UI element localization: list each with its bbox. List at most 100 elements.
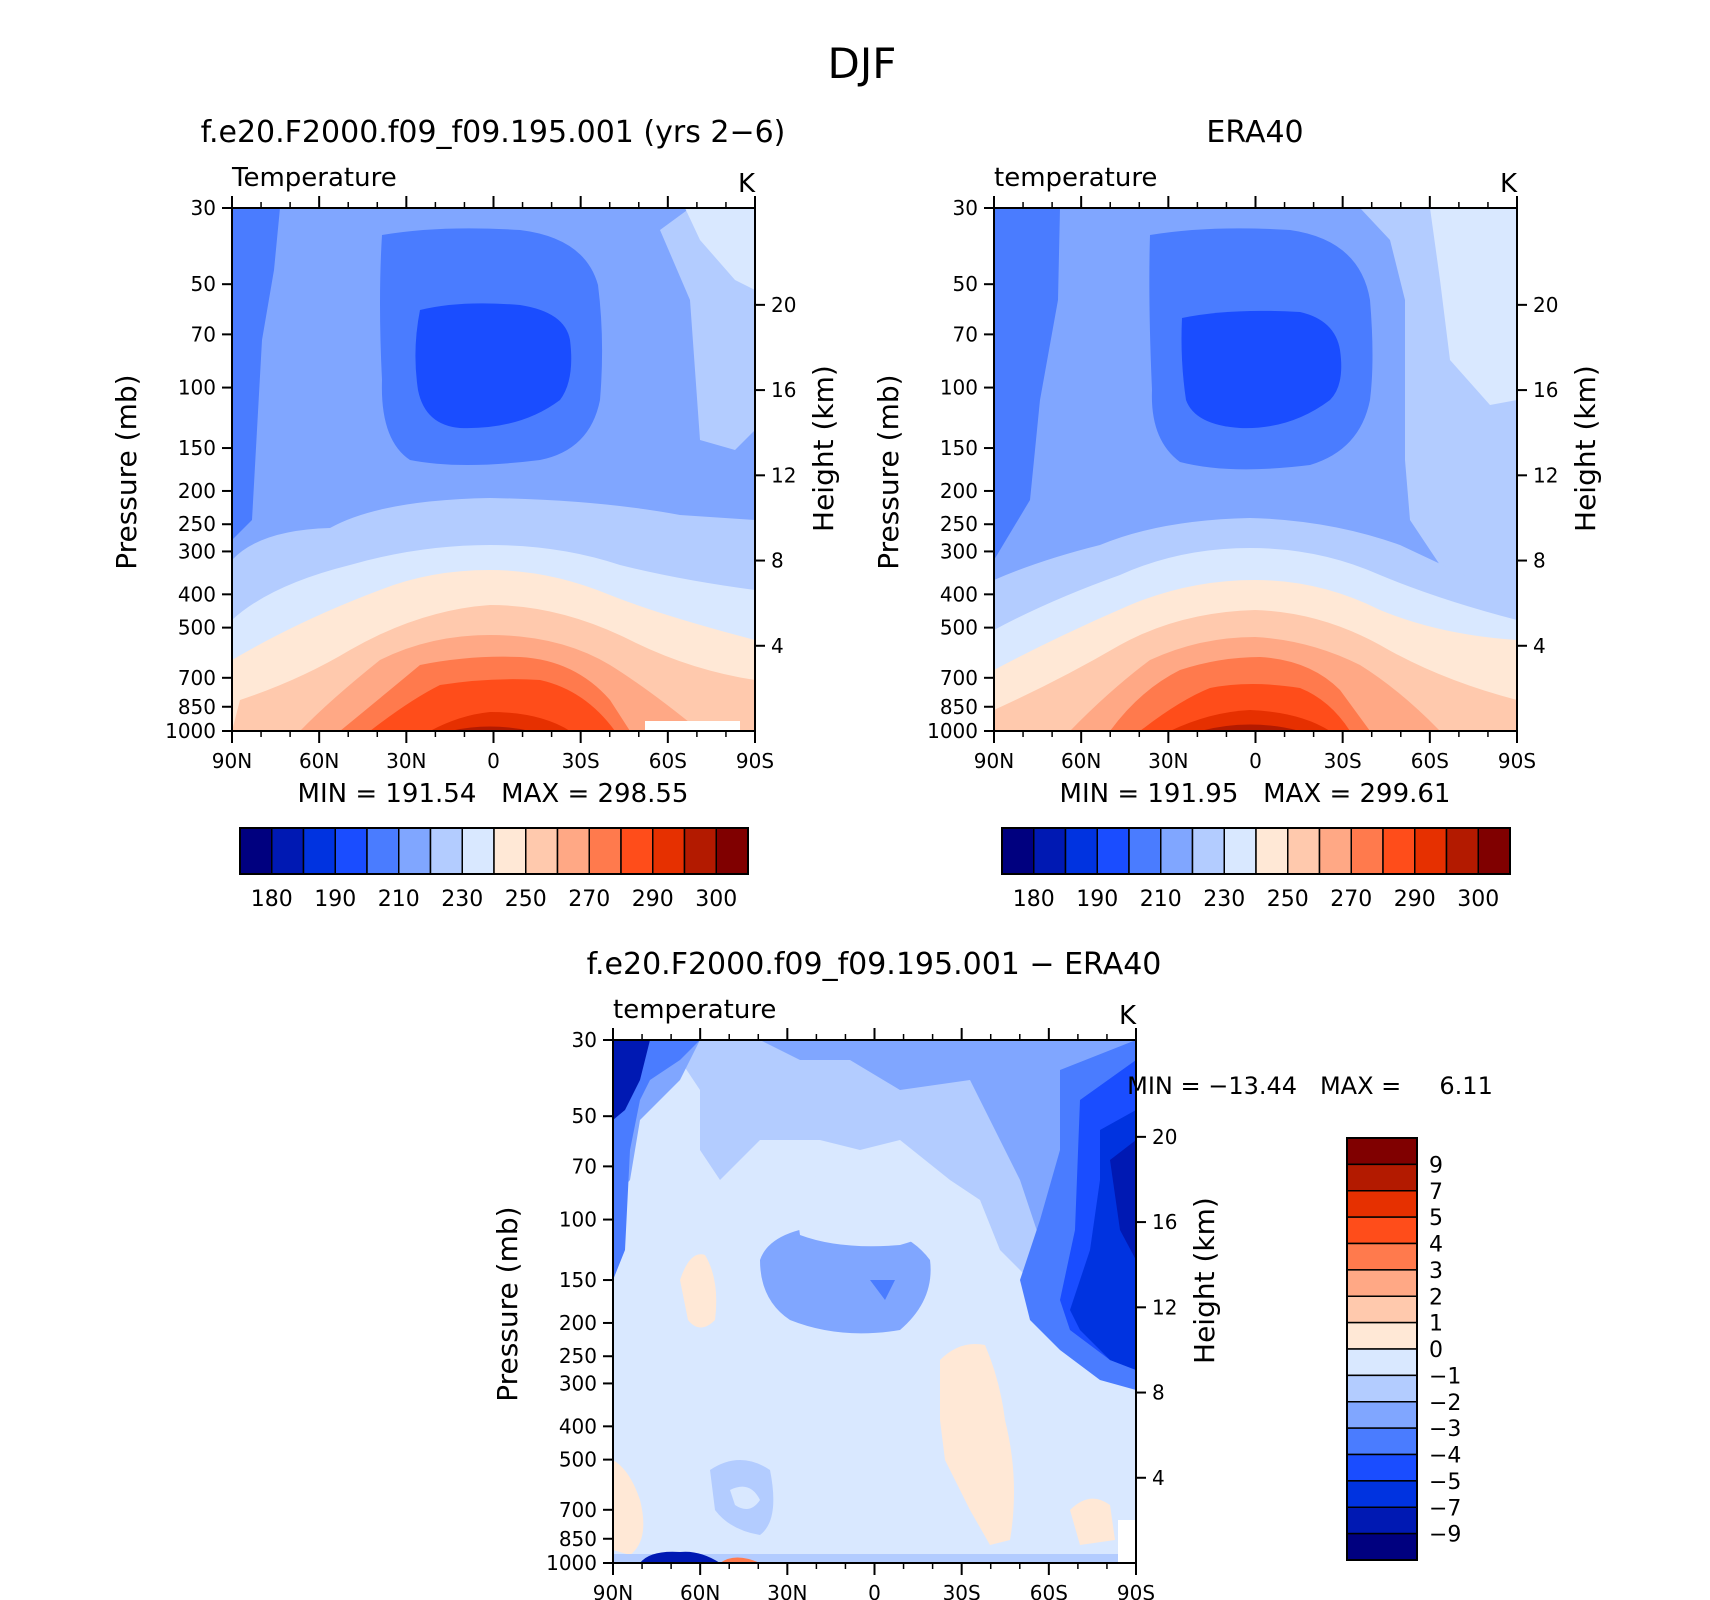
panel-model-units: K [738, 169, 756, 199]
colorbar-label: 210 [1140, 887, 1182, 912]
colorbar-swatch [1350, 827, 1384, 875]
lat-tick-label: 90S [1498, 749, 1536, 773]
y-axis-label-pressure: Pressure (mb) [110, 374, 143, 569]
colorbar-swatch [1318, 827, 1352, 875]
colorbar-swatch [1346, 1137, 1418, 1166]
lat-tick-label: 30S [943, 1581, 981, 1600]
pressure-tick-label: 50 [572, 1104, 597, 1128]
colorbar-label: 290 [632, 887, 674, 912]
colorbar-label: 300 [695, 887, 737, 912]
colorbar-label: 230 [441, 887, 483, 912]
colorbar-swatch [1033, 827, 1067, 875]
y-axis-label-pressure: Pressure (mb) [872, 374, 905, 569]
pressure-tick-label: 200 [940, 479, 978, 503]
pressure-tick-label: 100 [940, 376, 978, 400]
colorbar-swatch [556, 827, 590, 875]
colorbar-swatch [271, 827, 305, 875]
panel-era40: ERA40 temperature K 30507010015020025030… [872, 115, 1602, 912]
y-axis-label-pressure: Pressure (mb) [491, 1206, 524, 1401]
colorbar-label: 1 [1429, 1312, 1443, 1337]
lat-tick-label: 60N [299, 749, 339, 773]
colorbar-swatch [1346, 1374, 1418, 1403]
colorbar-label: 230 [1203, 887, 1245, 912]
lat-tick-label: 90S [736, 749, 774, 773]
panel-difference-units: K [1119, 1001, 1137, 1031]
colorbar-swatch [1346, 1453, 1418, 1482]
pressure-tick-label: 700 [559, 1498, 597, 1522]
colorbar-label: −5 [1429, 1470, 1461, 1495]
height-tick-label: 20 [771, 293, 796, 317]
colorbar-swatch [398, 827, 432, 875]
pressure-tick-label: 400 [559, 1414, 597, 1438]
panel-model-plot [232, 208, 755, 731]
lat-tick-label: 30S [1324, 749, 1362, 773]
colorbar-label: 0 [1429, 1338, 1443, 1363]
pressure-tick-label: 150 [940, 436, 978, 460]
colorbar-label: 190 [314, 887, 356, 912]
colorbar-swatch [493, 827, 527, 875]
lat-tick-label: 0 [868, 1581, 881, 1600]
colorbar-label: 2 [1429, 1285, 1443, 1310]
colorbar-swatch [1255, 827, 1289, 875]
height-tick-label: 12 [1533, 463, 1558, 487]
panel-model: f.e20.F2000.f09_f09.195.001 (yrs 2−6) Te… [110, 115, 840, 912]
lat-tick-label: 0 [1249, 749, 1262, 773]
colorbar-label: −9 [1429, 1523, 1461, 1548]
colorbar-label: −3 [1429, 1417, 1461, 1442]
lat-tick-label: 90N [212, 749, 252, 773]
height-tick-label: 20 [1533, 293, 1558, 317]
pressure-tick-label: 1000 [165, 719, 216, 743]
colorbar-label: 290 [1394, 887, 1436, 912]
colorbar-label: −1 [1429, 1364, 1461, 1389]
colorbar-swatch [652, 827, 686, 875]
colorbar-swatch [366, 827, 400, 875]
colorbar-label: 180 [1013, 887, 1055, 912]
colorbar-swatch [1346, 1163, 1418, 1192]
figure-title: DJF [828, 39, 897, 88]
pressure-tick-label: 300 [178, 539, 216, 563]
lat-tick-label: 30N [767, 1581, 807, 1600]
lat-tick-label: 60S [649, 749, 687, 773]
pressure-tick-label: 70 [953, 322, 978, 346]
colorbar-swatch [1346, 1401, 1418, 1429]
panel-model-stats: MIN = 191.54 MAX = 298.55 [298, 779, 689, 809]
pressure-tick-label: 70 [572, 1154, 597, 1178]
colorbar-label: 270 [1330, 887, 1372, 912]
y-axis-label-height: Height (km) [1569, 365, 1602, 532]
pressure-tick-label: 1000 [927, 719, 978, 743]
y-axis-label-height: Height (km) [1188, 1197, 1221, 1364]
colorbar-swatch [1223, 827, 1257, 875]
colorbar-label: 3 [1429, 1259, 1443, 1284]
colorbar-frame [239, 827, 749, 875]
panel-model-title: f.e20.F2000.f09_f09.195.001 (yrs 2−6) [201, 115, 786, 150]
colorbar-swatch [1064, 827, 1098, 875]
lat-tick-label: 90N [593, 1581, 633, 1600]
height-tick-label: 8 [1152, 1381, 1165, 1405]
colorbar-swatch [1001, 827, 1035, 875]
colorbar-label: 190 [1076, 887, 1118, 912]
colorbar-swatch [1346, 1427, 1418, 1456]
colorbar-swatch [683, 827, 717, 875]
colorbar-swatch [1287, 827, 1321, 875]
height-tick-label: 8 [1533, 549, 1546, 573]
pressure-tick-label: 250 [178, 512, 216, 536]
lat-tick-label: 0 [487, 749, 500, 773]
panel-model-subtitle: Temperature [231, 163, 397, 193]
colorbar-swatch [1346, 1532, 1418, 1561]
pressure-tick-label: 400 [940, 582, 978, 606]
lat-tick-label: 60N [1061, 749, 1101, 773]
panel-difference-stats: MIN = −13.44 MAX = 6.11 [1127, 1072, 1493, 1100]
colorbar-swatch [1346, 1506, 1418, 1535]
pressure-tick-label: 500 [559, 1448, 597, 1472]
pressure-tick-label: 850 [559, 1527, 597, 1551]
colorbar-swatch [525, 827, 559, 875]
lat-tick-label: 90N [974, 749, 1014, 773]
pressure-tick-label: 100 [559, 1208, 597, 1232]
panel-difference-subtitle: temperature [613, 995, 776, 1025]
colorbar-swatch [302, 827, 336, 875]
colorbar-swatch [1445, 827, 1479, 875]
pressure-tick-label: 50 [191, 272, 216, 296]
pressure-tick-label: 70 [191, 322, 216, 346]
